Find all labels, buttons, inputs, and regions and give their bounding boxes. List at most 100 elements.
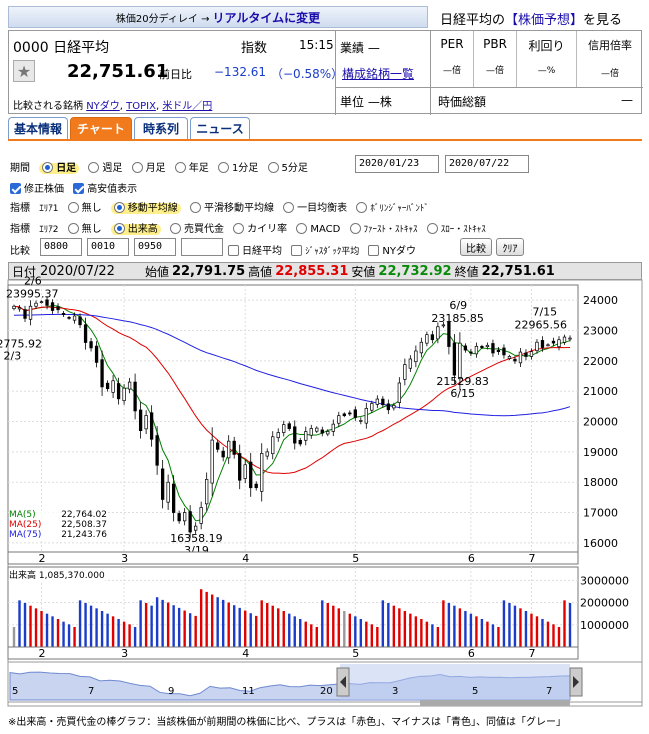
nav-tick: 3 [392, 686, 399, 697]
candle-body [375, 398, 379, 405]
volume-bar [541, 619, 544, 647]
cmp-code-4[interactable] [181, 238, 223, 256]
month-tick-label: 2 [39, 552, 46, 565]
candle-body [535, 341, 539, 352]
ind1-smooth-ma[interactable]: 平滑移動平均線 [189, 202, 274, 214]
compare-button[interactable]: 比較 [460, 238, 492, 256]
period-monthly[interactable]: 月足 [131, 162, 166, 174]
forecast-link[interactable]: 【株価予想】 [505, 13, 584, 28]
cmp-code-1[interactable]: 0800 [40, 238, 82, 256]
period-1min[interactable]: 1分足 [217, 162, 258, 174]
tab-chart[interactable]: チャート [70, 117, 132, 139]
candle-body [518, 351, 523, 364]
candle-body [221, 450, 225, 458]
period-weekly[interactable]: 週足 [88, 162, 122, 174]
ind2-deviation[interactable]: カイリ率 [233, 223, 287, 235]
candle-body [562, 336, 567, 343]
volume-bar [288, 613, 291, 647]
compare-link-topix[interactable]: TOPIX [126, 101, 156, 112]
period-5min[interactable]: 5分足 [267, 162, 308, 174]
candle-body [491, 343, 495, 354]
volume-bar [29, 605, 32, 647]
volume-bar [117, 619, 120, 647]
candle-body [480, 345, 484, 348]
candle-body [513, 358, 517, 362]
period-yearly[interactable]: 年足 [174, 162, 209, 174]
navigator-scrollbar[interactable] [420, 700, 570, 706]
cmp-code-2[interactable]: 0010 [87, 238, 129, 256]
period-daily[interactable]: 日足 [39, 162, 80, 174]
tab-timeseries[interactable]: 時系列 [134, 117, 188, 139]
ohlc-date-label: 日付 [12, 264, 37, 279]
candle-body [507, 356, 512, 359]
ind2-slow-stoch[interactable]: ｽﾛｰ・ｽﾄｷｬｽ [426, 223, 486, 235]
annotation-value: 23995.37 [6, 287, 59, 300]
candle-body [320, 429, 324, 434]
fund-col-margin: 信用倍率 —倍 [577, 31, 643, 87]
candle-body [557, 339, 561, 348]
candle-body [155, 435, 159, 466]
ind1-ichimoku[interactable]: 一目均衡表 [283, 202, 347, 214]
compare-row: 比較される銘柄 NYダウ, TOPIX, 米ドル／円 [13, 101, 213, 112]
candle-body [353, 409, 357, 418]
candle-body [17, 307, 22, 310]
cmp-nydow[interactable]: NYダウ [368, 245, 416, 257]
candle-body [105, 382, 110, 390]
price-plot-frame [7, 284, 579, 553]
date-from-input[interactable]: 2020/01/23 [355, 155, 439, 173]
cmp-jasdaq[interactable]: ｼﾞｬｽﾀﾞｯｸ平均 [291, 245, 359, 257]
candle-body [326, 431, 330, 435]
candle-body [568, 337, 572, 340]
ind1-none[interactable]: 無し [67, 202, 102, 214]
right-arrow-icon [573, 676, 579, 688]
ohlc-open-label: 始値 [144, 264, 169, 279]
ind2-macd[interactable]: MACD [296, 223, 340, 235]
ind1-ma[interactable]: 移動平均線 [110, 202, 181, 214]
hilo-checkbox[interactable]: 高安值表示 [73, 183, 137, 195]
volume-bar [238, 607, 241, 647]
volume-bar [376, 627, 379, 647]
navigator-window[interactable] [340, 664, 570, 700]
annotation-value: 21529.83 [436, 375, 489, 388]
ind2-turnover[interactable]: 売買代金 [169, 223, 224, 235]
tab-news[interactable]: ニュース [190, 117, 250, 139]
ind2-volume[interactable]: 出来高 [110, 223, 161, 235]
candle-body [414, 350, 418, 363]
candle-body [551, 340, 556, 344]
volume-bar [453, 605, 456, 647]
footnote: ※出来高・売買代金の棒グラフ：当該株価が前期間の株価に比べ、プラスは「赤色」、マ… [8, 717, 566, 728]
adjusted-price-checkbox[interactable]: 修正株価 [10, 183, 64, 195]
cmp-code-3[interactable]: 0950 [134, 238, 176, 256]
ma5-value: 22,764.02 [61, 510, 107, 520]
margin-label: 信用倍率 [588, 39, 632, 52]
candle-body [210, 439, 214, 484]
favorite-star-icon[interactable]: ★ [13, 60, 35, 82]
compare-link-usdjpy[interactable]: 米ドル／円 [162, 101, 213, 112]
candle-body [474, 345, 479, 355]
tab-basic-info[interactable]: 基本情報 [8, 117, 68, 139]
compare-link-nydow[interactable]: NYダウ [86, 101, 120, 112]
candle-body [282, 424, 286, 433]
ohlc-bar: 日付 2020/07/22 始値 22,791.75 高値 22,855.31 … [8, 262, 642, 280]
ind2-none[interactable]: 無し [67, 223, 102, 235]
volume-bar [475, 616, 478, 647]
candle-body [298, 439, 302, 445]
cmp-nikkei[interactable]: 日経平均 [228, 245, 282, 257]
volume-bar [469, 613, 473, 647]
ohlc-close: 22,751.61 [481, 263, 555, 279]
clear-button[interactable]: ｸﾘｱ [496, 238, 524, 256]
volume-tick-label: 3000000 [580, 574, 629, 587]
components-link[interactable]: 構成銘柄一覧 [342, 67, 415, 81]
volume-bar [260, 600, 263, 647]
ind2-fast-stoch[interactable]: ﾌｧｰｽﾄ・ｽﾄｷｬｽ [349, 223, 418, 235]
realtime-link[interactable]: リアルタイムに変更 [212, 10, 321, 25]
month-tick-label: 2 [39, 647, 46, 660]
month-tick-label: 3 [121, 647, 128, 660]
volume-bar [304, 621, 307, 647]
ind1-bollinger[interactable]: ﾎﾞﾘﾝｼﾞｬｰﾊﾞﾝﾄﾞ [356, 202, 429, 214]
volume-bar [221, 599, 225, 647]
candle-body [254, 483, 258, 489]
date-to-input[interactable]: 2020/07/22 [445, 155, 529, 173]
annotation-value: 22965.56 [514, 319, 567, 332]
ind2-label: 指標 [10, 224, 30, 235]
